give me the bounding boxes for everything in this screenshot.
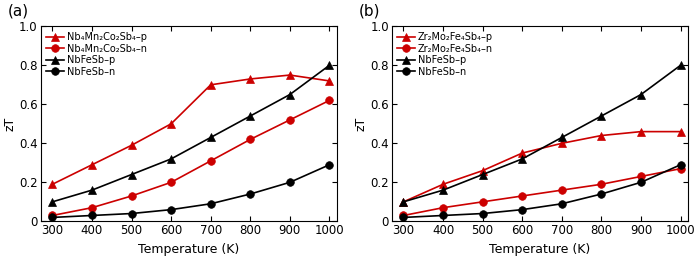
Nb₄Mn₂Co₂Sb₄–p [206, 83, 215, 86]
Line: NbFeSb–n: NbFeSb–n [48, 161, 333, 221]
Line: Zr₂Mo₂Fe₄Sb₄–n: Zr₂Mo₂Fe₄Sb₄–n [400, 165, 685, 219]
NbFeSb–p [246, 114, 255, 118]
NbFeSb–n [558, 202, 566, 205]
Line: NbFeSb–n: NbFeSb–n [400, 161, 685, 221]
NbFeSb–n [286, 181, 294, 184]
NbFeSb–p [518, 157, 526, 161]
Zr₂Mo₂Fe₄Sb₄–n [597, 183, 606, 186]
Legend: Nb₄Mn₂Co₂Sb₄–p, Nb₄Mn₂Co₂Sb₄–n, NbFeSb–p, NbFeSb–n: Nb₄Mn₂Co₂Sb₄–p, Nb₄Mn₂Co₂Sb₄–n, NbFeSb–p… [43, 29, 150, 80]
Nb₄Mn₂Co₂Sb₄–p [167, 122, 175, 125]
Line: Zr₂Mo₂Fe₄Sb₄–p: Zr₂Mo₂Fe₄Sb₄–p [400, 128, 685, 206]
Y-axis label: zT: zT [4, 117, 16, 131]
Line: Nb₄Mn₂Co₂Sb₄–p: Nb₄Mn₂Co₂Sb₄–p [48, 71, 333, 188]
Zr₂Mo₂Fe₄Sb₄–n [439, 206, 447, 209]
NbFeSb–n [206, 202, 215, 205]
NbFeSb–p [127, 173, 136, 176]
NbFeSb–n [637, 181, 645, 184]
NbFeSb–n [127, 212, 136, 215]
Nb₄Mn₂Co₂Sb₄–p [246, 77, 255, 81]
Zr₂Mo₂Fe₄Sb₄–p [597, 134, 606, 137]
Nb₄Mn₂Co₂Sb₄–p [326, 79, 334, 82]
Legend: Zr₂Mo₂Fe₄Sb₄–p, Zr₂Mo₂Fe₄Sb₄–n, NbFeSb–p, NbFeSb–n: Zr₂Mo₂Fe₄Sb₄–p, Zr₂Mo₂Fe₄Sb₄–n, NbFeSb–p… [395, 29, 496, 80]
Zr₂Mo₂Fe₄Sb₄–p [676, 130, 685, 133]
Nb₄Mn₂Co₂Sb₄–n [206, 159, 215, 162]
NbFeSb–p [478, 173, 486, 176]
Zr₂Mo₂Fe₄Sb₄–p [637, 130, 645, 133]
Text: (a): (a) [8, 4, 29, 18]
Nb₄Mn₂Co₂Sb₄–n [127, 195, 136, 198]
Nb₄Mn₂Co₂Sb₄–p [286, 74, 294, 77]
Line: NbFeSb–p: NbFeSb–p [400, 61, 685, 206]
NbFeSb–p [399, 200, 407, 203]
Nb₄Mn₂Co₂Sb₄–n [88, 206, 96, 209]
NbFeSb–p [286, 93, 294, 96]
Zr₂Mo₂Fe₄Sb₄–p [478, 169, 486, 172]
Nb₄Mn₂Co₂Sb₄–n [246, 138, 255, 141]
X-axis label: Temperature (K): Temperature (K) [489, 243, 591, 256]
Nb₄Mn₂Co₂Sb₄–n [326, 99, 334, 102]
Y-axis label: zT: zT [354, 117, 368, 131]
Zr₂Mo₂Fe₄Sb₄–n [637, 175, 645, 178]
Text: (b): (b) [358, 4, 380, 18]
NbFeSb–p [558, 136, 566, 139]
Line: Nb₄Mn₂Co₂Sb₄–n: Nb₄Mn₂Co₂Sb₄–n [48, 97, 333, 219]
Nb₄Mn₂Co₂Sb₄–n [48, 214, 57, 217]
NbFeSb–p [167, 157, 175, 161]
NbFeSb–p [206, 136, 215, 139]
Zr₂Mo₂Fe₄Sb₄–p [439, 183, 447, 186]
Nb₄Mn₂Co₂Sb₄–n [286, 118, 294, 121]
Nb₄Mn₂Co₂Sb₄–p [48, 183, 57, 186]
NbFeSb–p [637, 93, 645, 96]
NbFeSb–p [88, 189, 96, 192]
Line: NbFeSb–p: NbFeSb–p [48, 61, 333, 206]
Zr₂Mo₂Fe₄Sb₄–n [518, 195, 526, 198]
NbFeSb–p [676, 64, 685, 67]
Nb₄Mn₂Co₂Sb₄–p [88, 163, 96, 166]
NbFeSb–p [439, 189, 447, 192]
NbFeSb–n [88, 214, 96, 217]
Zr₂Mo₂Fe₄Sb₄–p [518, 152, 526, 155]
NbFeSb–n [326, 163, 334, 166]
Zr₂Mo₂Fe₄Sb₄–n [676, 167, 685, 170]
Zr₂Mo₂Fe₄Sb₄–n [478, 200, 486, 203]
NbFeSb–p [326, 64, 334, 67]
X-axis label: Temperature (K): Temperature (K) [139, 243, 239, 256]
NbFeSb–p [48, 200, 57, 203]
Zr₂Mo₂Fe₄Sb₄–p [558, 142, 566, 145]
NbFeSb–n [246, 192, 255, 196]
NbFeSb–n [597, 192, 606, 196]
NbFeSb–n [676, 163, 685, 166]
NbFeSb–n [478, 212, 486, 215]
Zr₂Mo₂Fe₄Sb₄–n [399, 214, 407, 217]
NbFeSb–p [597, 114, 606, 118]
NbFeSb–n [167, 208, 175, 211]
Zr₂Mo₂Fe₄Sb₄–n [558, 189, 566, 192]
NbFeSb–n [48, 216, 57, 219]
Nb₄Mn₂Co₂Sb₄–n [167, 181, 175, 184]
Nb₄Mn₂Co₂Sb₄–p [127, 144, 136, 147]
Zr₂Mo₂Fe₄Sb₄–p [399, 200, 407, 203]
NbFeSb–n [518, 208, 526, 211]
NbFeSb–n [439, 214, 447, 217]
NbFeSb–n [399, 216, 407, 219]
